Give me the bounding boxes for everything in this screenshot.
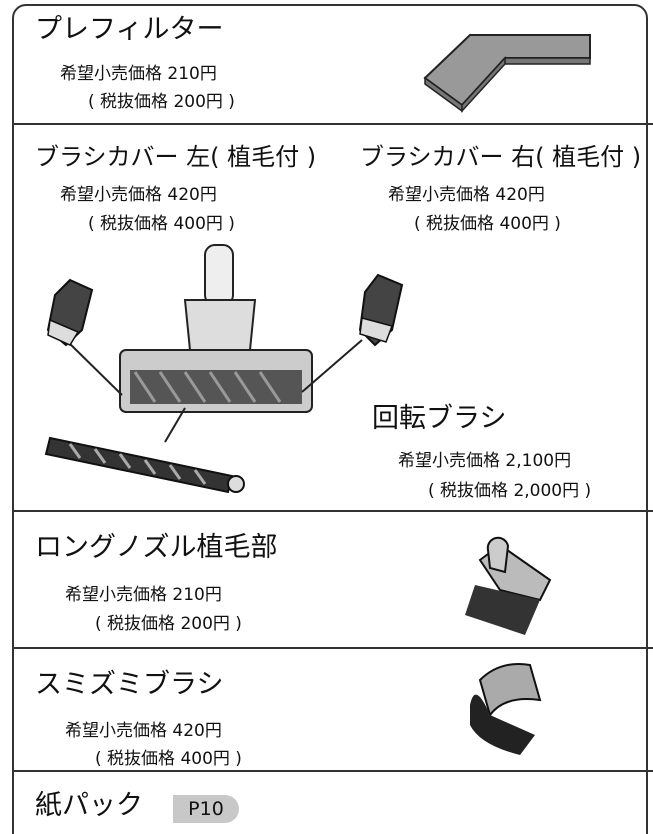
item-tax-price: ( 税抜価格 200円 ) [88,92,235,112]
item-tax-price: ( 税抜価格 400円 ) [88,214,235,234]
item-tax-price: ( 税抜価格 200円 ) [95,614,242,634]
item-tax-price: ( 税抜価格 400円 ) [414,214,561,234]
frame [12,4,648,834]
item-title: 紙パック [35,790,143,821]
item-title: スミズミブラシ [35,669,224,700]
power-head-image [65,244,363,443]
crevice-brush-image [470,663,542,755]
long-nozzle-brush-image [465,536,552,635]
item-title: プレフィルター [35,14,224,45]
item-price: 希望小売価格 420円 [65,721,222,741]
brush-cover-left-image [46,278,94,347]
divider [12,123,653,125]
item-title: 回転ブラシ [372,403,507,434]
page-reference-badge: P10 [173,795,239,823]
divider [12,647,653,649]
brush-cover-right-image [358,273,404,347]
item-price: 希望小売価格 210円 [60,64,217,84]
rotary-brush-image [44,436,245,494]
item-price: 希望小売価格 210円 [65,585,222,605]
prefilter-image [423,34,591,113]
item-price: 希望小売価格 2,100円 [398,451,572,471]
item-tax-price: ( 税抜価格 400円 ) [95,749,242,769]
item-price: 希望小売価格 420円 [60,185,217,205]
item-title: ブラシカバー 右( 植毛付 ) [360,143,642,171]
divider [12,510,653,512]
item-price: 希望小売価格 420円 [388,185,545,205]
item-tax-price: ( 税抜価格 2,000円 ) [428,481,592,501]
item-title: ブラシカバー 左( 植毛付 ) [35,143,317,171]
divider [12,770,653,772]
item-title: ロングノズル植毛部 [35,532,278,563]
